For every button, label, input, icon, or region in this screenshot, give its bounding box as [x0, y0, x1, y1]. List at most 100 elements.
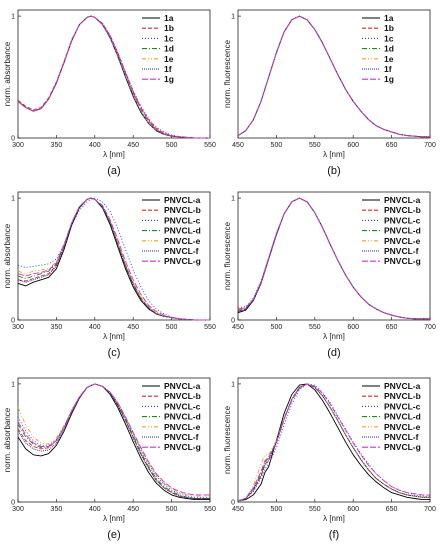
series-line: [237, 15, 430, 138]
x-tick-label: 350: [51, 506, 63, 513]
legend-label: PNVCL-d: [384, 412, 421, 422]
panel-label: (c): [108, 347, 121, 359]
y-tick-label: 0: [11, 318, 15, 325]
legend: PNVCL-aPNVCL-bPNVCL-cPNVCL-dPNVCL-ePNVCL…: [142, 381, 201, 452]
legend-label: 1e: [164, 54, 174, 64]
legend-label: 1d: [164, 44, 174, 54]
x-axis-label: λ [nm]: [103, 150, 125, 159]
x-tick-label: 550: [204, 142, 216, 149]
x-tick-label: 550: [204, 506, 216, 513]
plot-frame: [237, 377, 431, 503]
legend-label: 1e: [384, 54, 394, 64]
legend-label: 1a: [164, 13, 174, 23]
chart-panel: 300 350 400 450 500 550 0 1 λ [nm] norm. absorban…: [3, 191, 216, 359]
legend-label: PNVCL-f: [164, 246, 199, 256]
y-tick-label: 1: [11, 381, 15, 388]
y-axis-label: norm. fluorescence: [223, 221, 232, 290]
y-tick-label: 1: [231, 196, 235, 203]
x-tick-label: 450: [232, 142, 244, 149]
legend-label: PNVCL-f: [384, 432, 419, 442]
legend-label: 1f: [384, 64, 392, 74]
y-axis-label: norm. absorbance: [3, 407, 12, 472]
legend: PNVCL-aPNVCL-bPNVCL-cPNVCL-dPNVCL-ePNVCL…: [362, 381, 421, 452]
legend-label: PNVCL-c: [164, 215, 201, 225]
x-tick-label: 450: [127, 142, 139, 149]
x-tick-label: 550: [309, 142, 321, 149]
legend-label: 1c: [384, 33, 394, 43]
series-line: [237, 383, 430, 502]
panel-label: (d): [327, 347, 340, 359]
legend: PNVCL-aPNVCL-bPNVCL-cPNVCL-dPNVCL-ePNVCL…: [362, 195, 421, 266]
legend-label: 1a: [384, 13, 394, 23]
series-line: [237, 383, 430, 502]
legend-label: PNVCL-b: [384, 391, 421, 401]
x-tick-label: 550: [309, 506, 321, 513]
x-tick-label: 400: [89, 324, 101, 331]
legend-label: PNVCL-f: [164, 432, 199, 442]
legend-label: 1g: [164, 74, 174, 84]
legend-label: 1b: [384, 23, 394, 33]
y-axis-label: norm. absorbance: [3, 41, 12, 106]
panel-label: (b): [327, 165, 340, 177]
panel-label: (f): [329, 529, 339, 541]
x-tick-label: 450: [127, 324, 139, 331]
legend-label: 1g: [384, 74, 394, 84]
x-tick-label: 450: [232, 324, 244, 331]
x-tick-label: 300: [12, 324, 24, 331]
x-tick-label: 300: [12, 142, 24, 149]
x-tick-label: 350: [51, 324, 63, 331]
x-axis-label: λ [nm]: [103, 514, 125, 523]
x-tick-label: 350: [51, 142, 63, 149]
y-axis-label: norm. fluorescence: [223, 39, 232, 108]
y-tick-label: 0: [11, 500, 15, 507]
x-tick-label: 650: [386, 506, 398, 513]
x-tick-label: 500: [271, 506, 283, 513]
legend-label: PNVCL-d: [164, 226, 201, 236]
series-line: [17, 15, 210, 139]
legend-label: PNVCL-g: [384, 256, 421, 266]
x-tick-label: 700: [424, 506, 436, 513]
series-line: [237, 15, 430, 138]
series-line: [17, 383, 210, 501]
y-tick-label: 1: [11, 196, 15, 203]
x-axis-label: λ [nm]: [323, 514, 345, 523]
series-line: [17, 197, 210, 321]
x-tick-label: 500: [271, 324, 283, 331]
legend-label: PNVCL-g: [164, 442, 201, 452]
chart-panel: 450 500 550 600 650 700 0 1 λ [nm] norm. fluoresc…: [223, 377, 436, 541]
series-line: [237, 15, 430, 138]
plot-frame: [17, 191, 211, 321]
legend-label: PNVCL-g: [384, 442, 421, 452]
legend-label: PNVCL-a: [164, 381, 201, 391]
series-line: [17, 197, 210, 321]
series-line: [17, 15, 210, 139]
plot-frame: [17, 9, 211, 139]
panel-label: (e): [107, 529, 120, 541]
x-axis-label: λ [nm]: [323, 332, 345, 341]
series-line: [237, 383, 430, 502]
legend-label: PNVCL-d: [164, 412, 201, 422]
x-axis-label: λ [nm]: [103, 332, 125, 341]
chart-panel: 300 350 400 450 500 550 0 1 λ [nm] norm. absorban…: [3, 9, 216, 177]
x-tick-label: 600: [347, 142, 359, 149]
legend-label: PNVCL-b: [164, 205, 201, 215]
series-line: [17, 197, 210, 321]
series-line: [237, 15, 430, 138]
legend-label: PNVCL-f: [384, 246, 419, 256]
panel-label: (a): [107, 165, 120, 177]
y-tick-label: 0: [231, 500, 235, 507]
x-tick-label: 650: [386, 142, 398, 149]
series-line: [237, 15, 430, 138]
series-line: [17, 15, 210, 139]
x-tick-label: 500: [166, 506, 178, 513]
legend-label: PNVCL-a: [164, 195, 201, 205]
legend-label: PNVCL-a: [384, 195, 421, 205]
legend: PNVCL-aPNVCL-bPNVCL-cPNVCL-dPNVCL-ePNVCL…: [142, 195, 201, 266]
x-tick-label: 550: [204, 324, 216, 331]
series-line: [17, 15, 210, 139]
x-axis-label: λ [nm]: [323, 150, 345, 159]
series-line: [237, 15, 430, 138]
chart-panel: 450 500 550 600 650 700 1 λ [nm] norm. fluoresce…: [223, 9, 436, 177]
legend-label: PNVCL-e: [384, 236, 421, 246]
